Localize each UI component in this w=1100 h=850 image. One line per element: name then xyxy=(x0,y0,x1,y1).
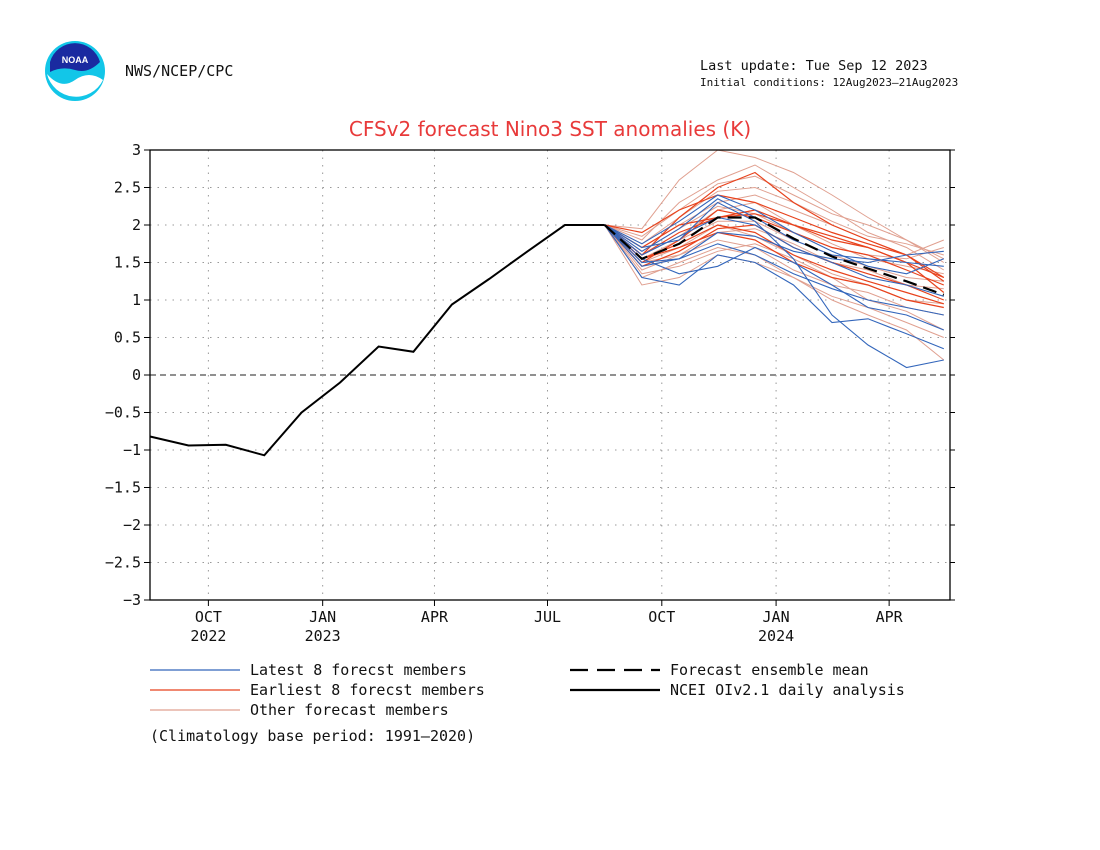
latest-member-line xyxy=(604,216,944,297)
x-tick-year-label: 2022 xyxy=(190,627,226,645)
legend-label: NCEI OIv2.1 daily analysis xyxy=(670,681,905,699)
legend-label: Other forecast members xyxy=(250,701,449,719)
x-tick-label: OCT xyxy=(195,608,222,626)
chart-series xyxy=(149,149,945,457)
y-tick-label: −2.5 xyxy=(105,554,141,572)
x-tick-year-label: 2024 xyxy=(758,627,794,645)
latest-member-line xyxy=(604,201,944,369)
x-tick-label: OCT xyxy=(648,608,675,626)
y-tick-label: −1.5 xyxy=(105,479,141,497)
agency-label: NWS/NCEP/CPC xyxy=(125,62,234,80)
ensemble-mean-line xyxy=(603,216,945,296)
x-tick-label: APR xyxy=(876,608,904,626)
other-member-line xyxy=(604,149,945,263)
y-tick-label: −0.5 xyxy=(105,404,141,422)
noaa-logo-text: NOAA xyxy=(62,55,89,65)
last-update-label: Last update: Tue Sep 12 2023 xyxy=(700,58,928,74)
latest-member-line xyxy=(604,194,945,275)
y-tick-label: 2 xyxy=(132,216,141,234)
y-tick-label: 2.5 xyxy=(114,179,141,197)
x-tick-label: APR xyxy=(421,608,449,626)
legend-label: Forecast ensemble mean xyxy=(670,661,869,679)
analysis-line xyxy=(149,224,605,457)
y-tick-label: −1 xyxy=(123,441,141,459)
initial-conditions-label: Initial conditions: 12Aug2023–21Aug2023 xyxy=(700,76,959,89)
y-tick-label: 0.5 xyxy=(114,329,141,347)
latest-member-line xyxy=(604,224,945,331)
other-member-line xyxy=(604,175,945,260)
x-tick-label: JAN xyxy=(309,608,336,626)
y-tick-label: 1.5 xyxy=(114,254,141,272)
legend-label: Earliest 8 forecst members xyxy=(250,681,485,699)
latest-member-line xyxy=(604,224,945,350)
x-tick-year-label: 2023 xyxy=(305,627,341,645)
y-tick-label: −3 xyxy=(123,591,141,609)
noaa-logo: NOAA xyxy=(45,41,105,101)
chart-legend: Latest 8 forecst members Earliest 8 forec… xyxy=(150,661,905,719)
y-tick-label: 0 xyxy=(132,366,141,384)
legend-label: Latest 8 forecst members xyxy=(250,661,467,679)
other-member-line xyxy=(604,186,944,256)
x-tick-label: JUL xyxy=(534,608,561,626)
footnote: (Climatology base period: 1991–2020) xyxy=(150,727,475,745)
y-tick-label: 3 xyxy=(132,141,141,159)
chart-grid xyxy=(150,150,950,600)
other-member-line xyxy=(604,220,944,282)
x-tick-label: JAN xyxy=(763,608,790,626)
chart-title: CFSv2 forecast Nino3 SST anomalies (K) xyxy=(349,117,751,141)
y-tick-label: −2 xyxy=(123,516,141,534)
latest-member-line xyxy=(604,224,944,316)
earliest-member-line xyxy=(604,224,944,309)
chart-axes: −3−2.5−2−1.5−1−0.500.511.522.53OCT2022JA… xyxy=(105,141,955,645)
y-tick-label: 1 xyxy=(132,291,141,309)
latest-member-line xyxy=(604,224,944,264)
earliest-member-line xyxy=(604,194,945,282)
